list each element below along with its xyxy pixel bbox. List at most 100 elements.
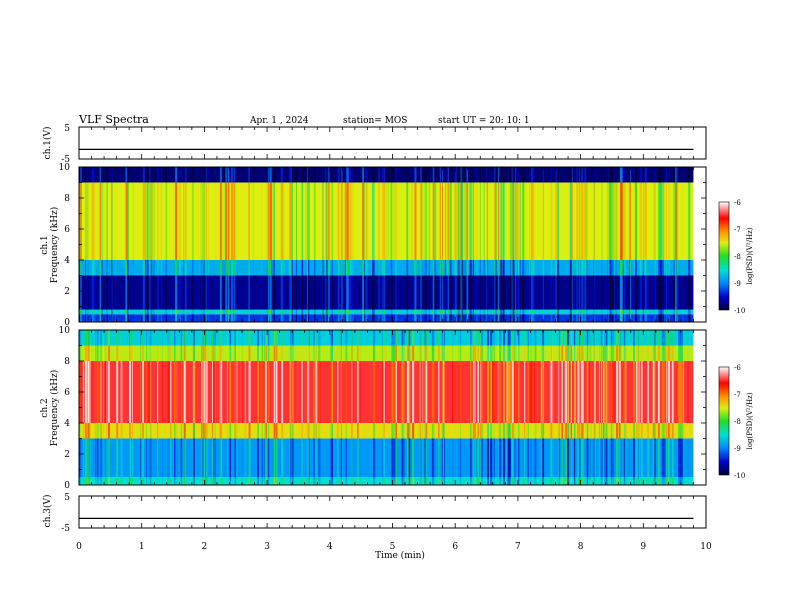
spectrogram-streak [531, 314, 534, 322]
spectrogram-streak [446, 182, 449, 260]
spectrogram-streak [494, 275, 496, 310]
ch3-ylabel: ch.3(V) [42, 495, 53, 528]
spectrogram-streak [211, 477, 213, 485]
spectrogram-streak [414, 314, 417, 322]
spectrogram-streak [110, 330, 112, 346]
spectrogram-streak [464, 309, 467, 315]
spectrogram-streak [110, 477, 112, 485]
spectrogram-streak [395, 330, 397, 346]
spectrogram-streak [682, 314, 684, 322]
spectrogram-streak [571, 182, 573, 260]
spectrogram-streak [425, 361, 428, 423]
spectrogram-streak [142, 438, 144, 478]
spectrogram-streak [184, 309, 187, 315]
spectrogram-streak [95, 345, 97, 361]
spectrogram-streak [145, 309, 146, 315]
spectrogram-streak [557, 182, 560, 260]
spectrogram-streak [577, 438, 579, 478]
spectrogram-streak [425, 260, 427, 276]
spectrogram-streak [408, 345, 411, 361]
spectrogram-streak [512, 309, 515, 315]
spectrogram-streak [640, 477, 643, 485]
spectrogram-streak [344, 167, 346, 183]
spectrogram-streak [92, 182, 95, 260]
spectrogram-streak [83, 438, 85, 478]
spectrogram-streak [431, 477, 433, 485]
spectrogram-streak [666, 314, 667, 322]
spectrogram-streak [381, 345, 383, 361]
spectrogram-streak [586, 345, 589, 361]
spectrogram-streak [365, 260, 368, 276]
spectrogram-streak [420, 167, 423, 183]
spectrogram-streak [94, 260, 96, 276]
spectrogram-streak [153, 182, 155, 260]
spectrogram-streak [569, 260, 572, 276]
spectrogram-streak [403, 345, 405, 361]
spectrogram-streak [351, 438, 353, 478]
spectrogram-streak [557, 330, 559, 346]
spectrogram-streak [331, 361, 333, 423]
spectrogram-streak [85, 260, 87, 276]
spectrogram-streak [407, 330, 409, 346]
spectrogram-streak [257, 330, 259, 346]
spectrogram-streak [407, 361, 409, 423]
spectrogram-streak [319, 438, 321, 478]
spectrogram-streak [99, 275, 102, 310]
spectrogram-streak [461, 167, 464, 183]
spectrogram-streak [150, 330, 151, 346]
spectrogram-streak [432, 182, 435, 260]
spectrogram-streak [99, 260, 102, 276]
spectrogram-streak [610, 477, 613, 485]
spectrogram-streak [678, 345, 681, 361]
spectrogram-streak [457, 182, 460, 260]
spectrogram-streak [458, 361, 460, 423]
spectrogram-streak [640, 167, 642, 183]
spectrogram-streak [454, 309, 457, 315]
spectrogram-streak [671, 330, 674, 346]
spectrogram-streak [660, 182, 663, 260]
spectrogram-streak [175, 438, 178, 478]
spectrogram-streak [102, 275, 105, 310]
spectrogram-streak [550, 423, 553, 439]
spectrogram-streak [208, 309, 210, 315]
spectrogram-streak [657, 477, 660, 485]
spectrogram-streak [235, 477, 238, 485]
spectrogram-streak [517, 309, 520, 315]
spectrogram-streak [341, 275, 343, 310]
spectrogram-streak [126, 275, 128, 310]
spectrogram-streak [153, 260, 155, 276]
spectrogram-streak [350, 167, 352, 183]
spectrogram-streak [178, 182, 181, 260]
spectrogram-streak [174, 438, 176, 478]
spectrogram-streak [267, 260, 270, 276]
spectrogram-streak [505, 309, 508, 315]
spectrogram-streak [318, 477, 320, 485]
spectrogram-streak [129, 361, 132, 423]
spectrogram-streak [133, 182, 135, 260]
spectrogram-streak [260, 182, 263, 260]
spectrogram-streak [309, 260, 310, 276]
spectrogram-streak [155, 477, 157, 485]
spectrogram-streak [652, 477, 655, 485]
spectrogram-streak [601, 182, 603, 260]
spectrogram-streak [578, 361, 580, 423]
spectrogram-streak [106, 309, 108, 315]
spectrogram-streak [531, 167, 534, 183]
spectrogram-streak [183, 314, 185, 322]
spectrogram-streak [157, 345, 159, 361]
spectrogram-streak [614, 361, 616, 423]
ch1-ytick-top: 5 [64, 124, 70, 134]
spectrogram-streak [373, 438, 374, 478]
spectrogram-streak [208, 275, 210, 310]
spectrogram-streak [670, 361, 672, 423]
spectrogram-streak [578, 477, 580, 485]
ch1-ytick-bottom: -5 [61, 155, 70, 165]
spectrogram-streak [201, 275, 203, 310]
spectrogram-streak [502, 309, 505, 315]
spectrogram-streak [517, 260, 520, 276]
spectrogram-streak [85, 182, 87, 260]
spectrogram-streak [487, 330, 489, 346]
spectrogram-streak [503, 361, 506, 423]
spectrogram-streak [598, 330, 600, 346]
spectrogram-streak [332, 309, 333, 315]
